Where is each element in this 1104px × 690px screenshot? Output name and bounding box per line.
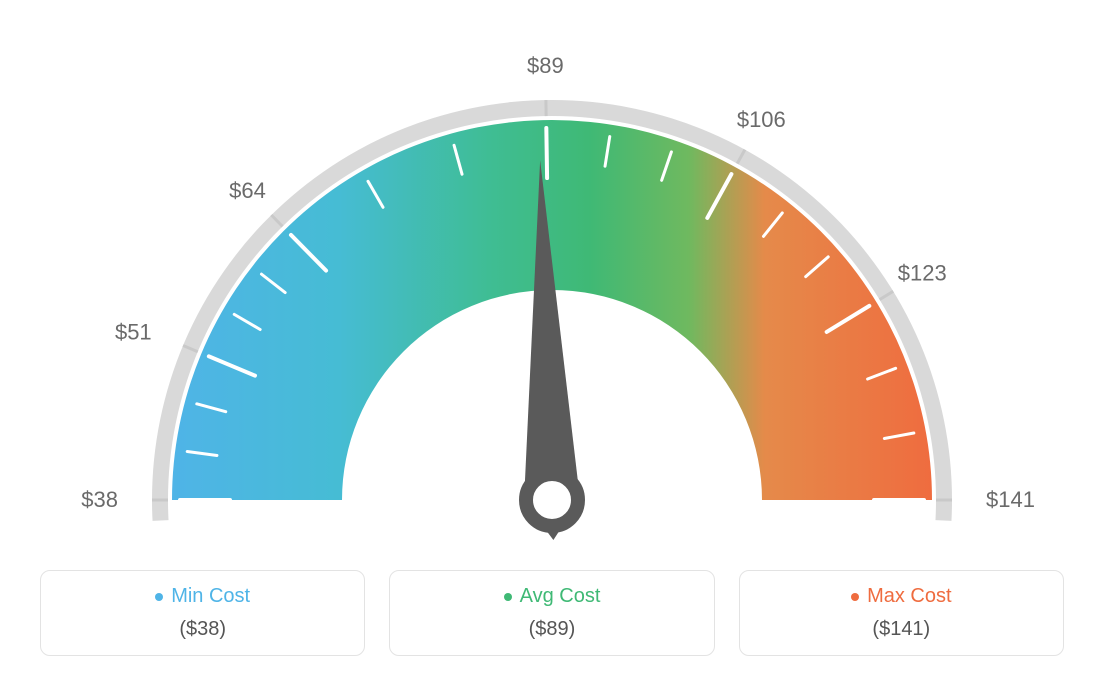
svg-text:$64: $64 [229,178,266,203]
legend-card-max: Max Cost ($141) [739,570,1064,656]
legend-label: Avg Cost [520,585,601,608]
svg-text:$38: $38 [81,487,118,512]
legend-label: Max Cost [867,585,951,608]
legend-value: ($38) [51,618,354,641]
legend-value: ($89) [400,618,703,641]
svg-text:$89: $89 [527,53,564,78]
legend-row: Min Cost ($38) Avg Cost ($89) Max Cost (… [0,570,1104,656]
legend-card-avg: Avg Cost ($89) [389,570,714,656]
legend-card-min: Min Cost ($38) [40,570,365,656]
svg-text:$106: $106 [737,107,786,132]
svg-text:$123: $123 [898,261,947,286]
svg-text:$141: $141 [986,487,1035,512]
gauge-svg: $38 $51 $64 $89 $106 $123 $141 [0,0,1104,560]
dot-icon [504,593,512,601]
legend-title-max: Max Cost [851,585,951,608]
svg-text:$51: $51 [115,319,152,344]
dot-icon [851,593,859,601]
legend-label: Min Cost [171,585,250,608]
legend-title-min: Min Cost [155,585,250,608]
dot-icon [155,593,163,601]
legend-title-avg: Avg Cost [504,585,601,608]
cost-gauge: $38 $51 $64 $89 $106 $123 $141 [0,0,1104,560]
legend-value: ($141) [750,618,1053,641]
